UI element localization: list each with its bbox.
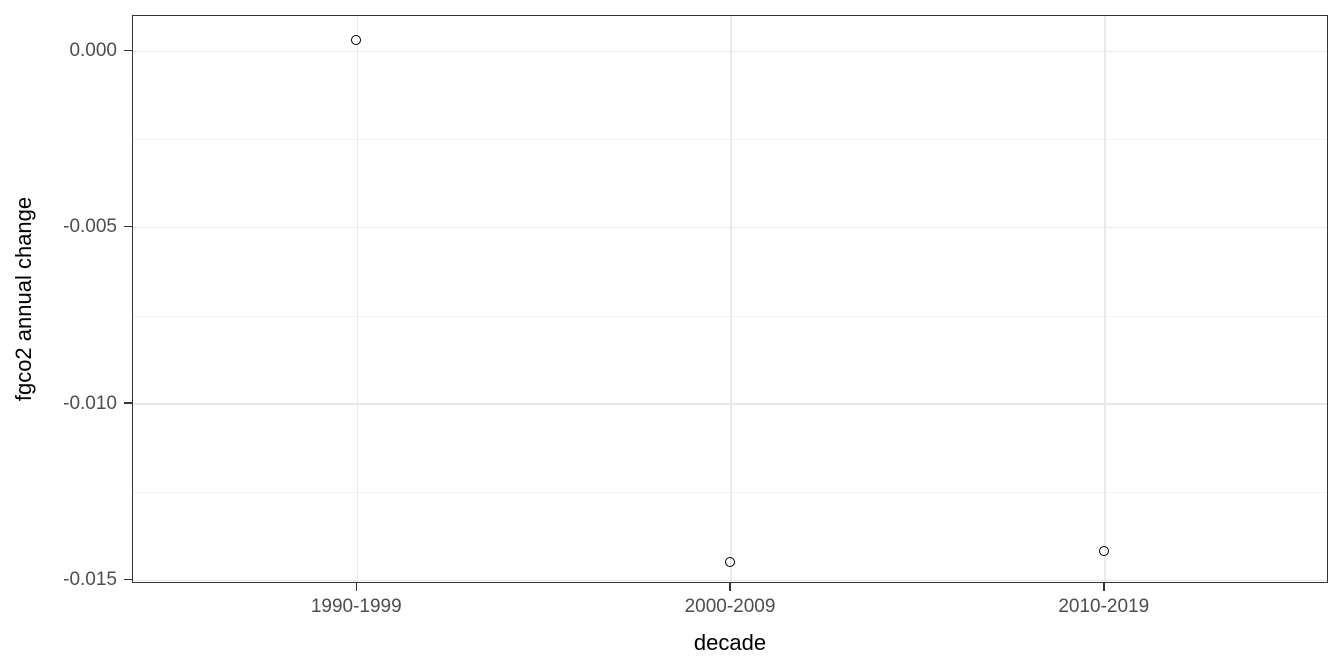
gridline-horizontal-major <box>133 579 1327 582</box>
data-point <box>1098 546 1109 557</box>
y-tick-mark <box>124 402 132 404</box>
x-tick-label: 2000-2009 <box>684 596 776 617</box>
y-tick-label: 0.000 <box>69 39 117 61</box>
gridline-vertical-major <box>356 16 358 582</box>
y-tick-mark <box>124 578 132 581</box>
gridline-horizontal-major <box>133 226 1327 229</box>
y-tick-label: -0.010 <box>63 392 117 414</box>
data-point <box>725 557 736 568</box>
x-tick-mark <box>355 583 357 591</box>
gridline-horizontal-minor <box>133 139 1327 141</box>
gridline-horizontal-minor <box>133 315 1327 317</box>
x-axis-title: decade <box>693 630 767 655</box>
gridline-horizontal-major <box>133 403 1327 405</box>
x-tick-mark <box>729 583 731 591</box>
plot-panel <box>132 15 1328 583</box>
gridline-horizontal-minor <box>133 492 1327 494</box>
y-tick-label: -0.015 <box>63 568 117 590</box>
x-tick-label: 1990-1999 <box>310 596 402 617</box>
gridline-vertical-major <box>730 16 732 582</box>
x-tick-mark <box>1103 583 1105 591</box>
x-tick-label: 2010-2019 <box>1058 596 1150 617</box>
gridline-vertical-major <box>1104 16 1106 582</box>
gridline-horizontal-major <box>133 50 1327 53</box>
y-tick-label: -0.005 <box>63 216 117 238</box>
y-tick-mark <box>124 49 132 52</box>
data-point <box>351 34 362 45</box>
y-tick-mark <box>124 225 132 228</box>
y-axis-title: fgco2 annual change <box>11 196 36 402</box>
